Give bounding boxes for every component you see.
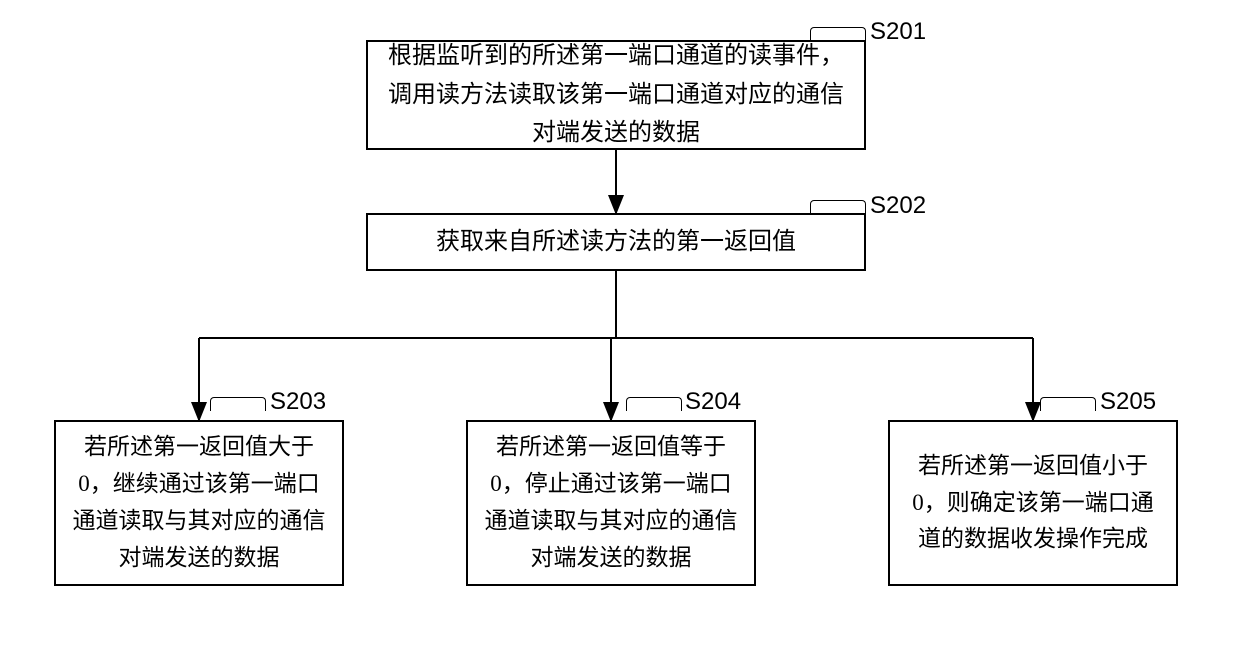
connector-svg xyxy=(0,0,1239,654)
